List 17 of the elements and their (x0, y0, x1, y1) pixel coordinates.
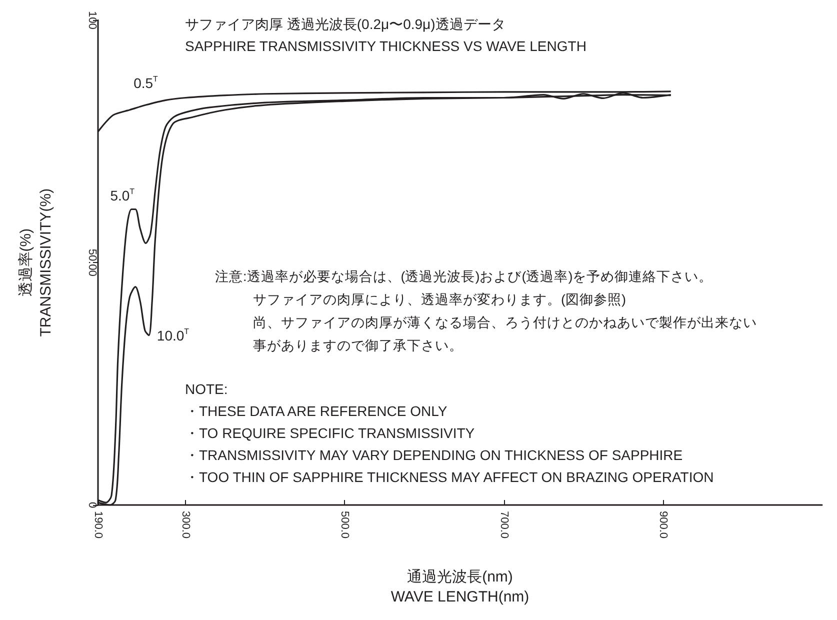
annotation: 事がありますので御了承下さい。 (253, 338, 463, 353)
annotation: 注意:透過率が必要な場合は、(透過光波長)および(透過率)を予め御連絡下さい。 (215, 269, 713, 284)
x-tick-label: 700.0 (498, 511, 510, 539)
x-tick-label: 300.0 (180, 511, 192, 539)
y-tick-label: 0 (86, 502, 98, 508)
annotation: 尚、サファイアの肉厚が薄くなる場合、ろう付けとのかねあいで製作が出来ない (253, 315, 757, 330)
x-tick-label: 500.0 (338, 511, 351, 539)
x-axis-title: 通過光波長(nm) WAVE LENGTH(nm) (390, 568, 530, 606)
y-tick-label: 100 (86, 10, 98, 30)
annotation: サファイアの肉厚により、透過率が変わります。(図御参照) (253, 292, 626, 307)
chart-title: サファイア肉厚 透過光波長(0.2μ〜0.9μ)透過データ (185, 16, 506, 32)
x-tick-label: 190.0 (92, 511, 104, 539)
text: SAPPHIRE TRANSMISSIVITY THICKNESS VS WAVE LENGTH (185, 38, 586, 54)
y-tick-label: 50.00 (86, 248, 98, 276)
x-tick-label: 900.0 (656, 511, 669, 539)
y-axis-title: 透過率(%) TRANSMISSIVITY(%) (18, 188, 54, 337)
annotation: NOTE: ・THESE DATA ARE REFERENCE ONLY ・TO REQUIRE SPECIFIC TRANSMISSIVITY ・TRANSMISSIVITY MAY VARY DEPENDING ON THICKNESS OF SAPPHIRE ・TOO THIN OF SAPPHIRE THICKNESS MAY AFFECT ON BRAZING OPERATION (185, 381, 714, 485)
